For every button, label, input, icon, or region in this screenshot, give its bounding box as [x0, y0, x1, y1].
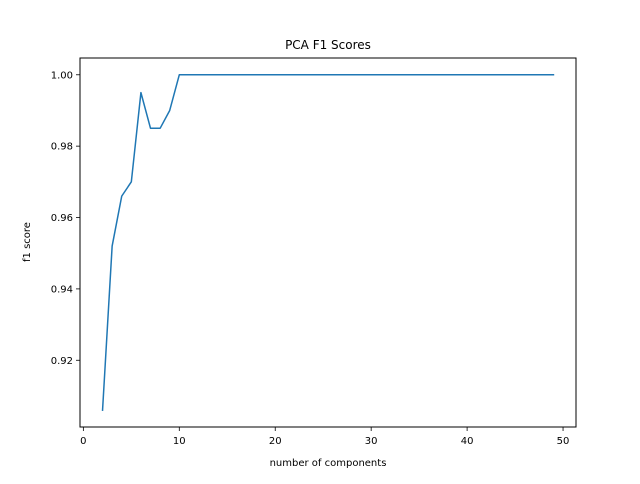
x-tick-label: 0 — [80, 436, 86, 447]
x-axis-ticks: 0 10 20 30 40 50 — [80, 427, 569, 447]
y-tick-label: 0.94 — [51, 284, 73, 295]
y-tick-label: 0.98 — [51, 142, 73, 153]
y-tick-label: 0.96 — [51, 213, 73, 224]
x-tick-label: 40 — [461, 436, 474, 447]
x-tick-label: 50 — [557, 436, 570, 447]
x-tick-label: 20 — [269, 436, 282, 447]
plot-frame — [79, 57, 577, 428]
y-axis-ticks: 0.92 0.94 0.96 0.98 1.00 — [51, 70, 80, 367]
x-tick-label: 10 — [173, 436, 186, 447]
series-line-0 — [101, 74, 555, 412]
y-tick-label: 1.00 — [51, 70, 73, 81]
x-axis-label: number of components — [270, 458, 387, 469]
chart-title: PCA F1 Scores — [285, 38, 371, 52]
series-layer — [101, 74, 555, 412]
y-tick-label: 0.92 — [51, 356, 73, 367]
x-tick-label: 30 — [365, 436, 378, 447]
y-axis-label: f1 score — [22, 222, 33, 262]
